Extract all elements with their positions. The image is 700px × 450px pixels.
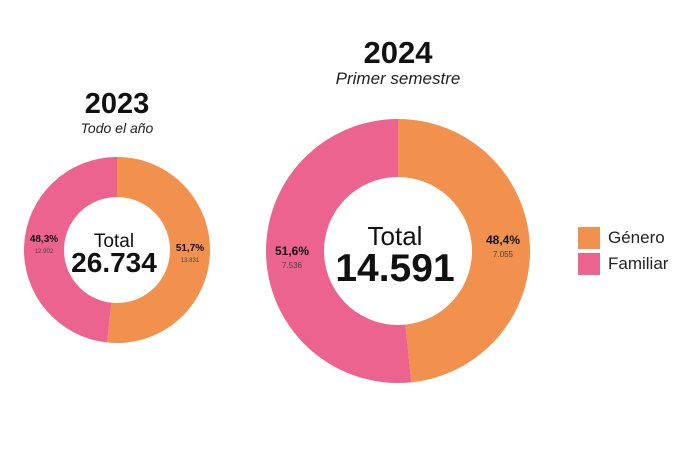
chart-2024-total-label: Total [368, 221, 423, 251]
chart-2023-slice-familiar [24, 157, 118, 343]
chart-2024-slice-count-label: 7.536 [282, 261, 303, 270]
chart-2024-slice-percent-label: 51,6% [275, 244, 309, 258]
chart-2024-slice-genero [398, 119, 530, 383]
chart-2023-slice-count-label: 13.831 [181, 258, 200, 264]
legend-item-familiar: Familiar [578, 252, 668, 276]
legend: Género Familiar [578, 226, 668, 278]
chart-2024-total-value: 14.591 [335, 247, 454, 290]
legend-label-familiar: Familiar [608, 254, 669, 273]
chart-2024-slice-count-label: 7.055 [493, 250, 514, 259]
chart-2023-slice-percent-label: 51,7% [176, 243, 204, 254]
legend-swatch-genero [578, 227, 600, 249]
legend-swatch-familiar [578, 253, 600, 275]
chart-2024-subtitle: Primer semestre [336, 69, 461, 88]
chart-2023-slice-genero [107, 156, 211, 343]
chart-2023-slice-count-label: 12.902 [35, 249, 54, 255]
chart-2024-title: 2024 [364, 35, 434, 70]
chart-2023-total-label: Total [94, 231, 134, 252]
chart-2024-slice-percent-label: 48,4% [486, 233, 520, 247]
legend-label-genero: Género [608, 228, 665, 247]
legend-item-genero: Género [578, 226, 668, 250]
chart-2023-title: 2023 [85, 88, 150, 120]
chart-2023-total-value: 26.734 [71, 247, 157, 278]
chart-2023-slice-percent-label: 48,3% [30, 234, 58, 245]
chart-2024-slice-familiar [265, 119, 412, 383]
chart-2023-subtitle: Todo el año [81, 120, 154, 136]
